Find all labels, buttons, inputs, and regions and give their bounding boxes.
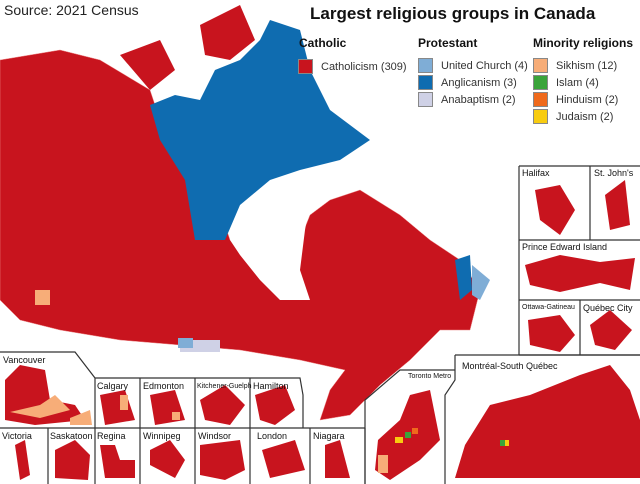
- region-newfoundland: [455, 255, 472, 300]
- inset-label-montreal: Montréal-South Québec: [462, 361, 558, 371]
- legend-item-islam: Islam (4): [533, 75, 599, 90]
- legend-label: United Church (4): [441, 59, 528, 72]
- legend-heading-minority: Minority religions: [533, 36, 634, 50]
- inset-label-winnipeg: Winnipeg: [143, 431, 181, 441]
- inset-label-ottawa-gatineau: Ottawa-Gatineau: [522, 304, 575, 311]
- inset-label-hamilton: Hamilton: [253, 381, 289, 391]
- swatch: [298, 59, 313, 74]
- inset-label-saskatoon: Saskatoon: [50, 431, 93, 441]
- legend-item-catholicism: Catholicism (309): [298, 59, 407, 74]
- inset-label-london: London: [257, 431, 288, 441]
- inset-label-victoria: Victoria: [2, 431, 32, 441]
- legend-label: Catholicism (309): [321, 60, 407, 73]
- inset-minority-areas: [10, 395, 509, 473]
- legend-label: Judaism (2): [556, 110, 614, 123]
- legend-label: Sikhism (12): [556, 59, 618, 72]
- legend-label: Hinduism (2): [556, 93, 619, 106]
- legend-label: Anabaptism (2): [441, 93, 516, 106]
- inset-label-calgary: Calgary: [97, 381, 129, 391]
- legend-item-anabaptism: Anabaptism (2): [418, 92, 516, 107]
- legend-label: Islam (4): [556, 76, 599, 89]
- inset-label-vancouver: Vancouver: [3, 355, 46, 365]
- inset-label-windsor: Windsor: [198, 431, 232, 441]
- hudson-bay: [230, 185, 310, 300]
- legend-item-judaism: Judaism (2): [533, 109, 613, 124]
- legend-heading-protestant: Protestant: [418, 36, 478, 50]
- legend-heading-catholic: Catholic: [299, 36, 347, 50]
- inset-label-niagara: Niagara: [313, 431, 345, 441]
- inset-label-halifax: Halifax: [522, 168, 550, 178]
- legend-item-united-church: United Church (4): [418, 58, 528, 73]
- region-newfoundland-uc: [472, 265, 490, 300]
- inset-label-pei: Prince Edward Island: [522, 242, 608, 252]
- region-north-red: [200, 5, 255, 60]
- inset-label-edmonton: Edmonton: [143, 381, 185, 391]
- legend-label: Anglicanism (3): [441, 76, 517, 89]
- inset-label-quebec-city: Québec City: [583, 303, 633, 313]
- inset-shapes: [5, 180, 640, 480]
- legend-item-hinduism: Hinduism (2): [533, 92, 618, 107]
- inset-label-st-johns: St. John's: [594, 168, 634, 178]
- legend-item-sikhism: Sikhism (12): [533, 58, 617, 73]
- region-arctic-red: [120, 40, 175, 90]
- inset-label-kitchener-guelph: Kitchener-Guelph: [197, 383, 252, 390]
- source-note: Source: 2021 Census: [4, 2, 139, 18]
- region-sikh-bc: [35, 290, 50, 305]
- region-unitedchurch-prairie: [178, 338, 193, 348]
- map-title: Largest religious groups in Canada: [310, 4, 596, 23]
- inset-frames: [0, 165, 640, 484]
- region-nunavut: [150, 20, 370, 240]
- inset-label-toronto: Toronto Metro: [408, 373, 452, 380]
- legend-item-anglicanism: Anglicanism (3): [418, 75, 517, 90]
- inset-label-regina: Regina: [97, 431, 126, 441]
